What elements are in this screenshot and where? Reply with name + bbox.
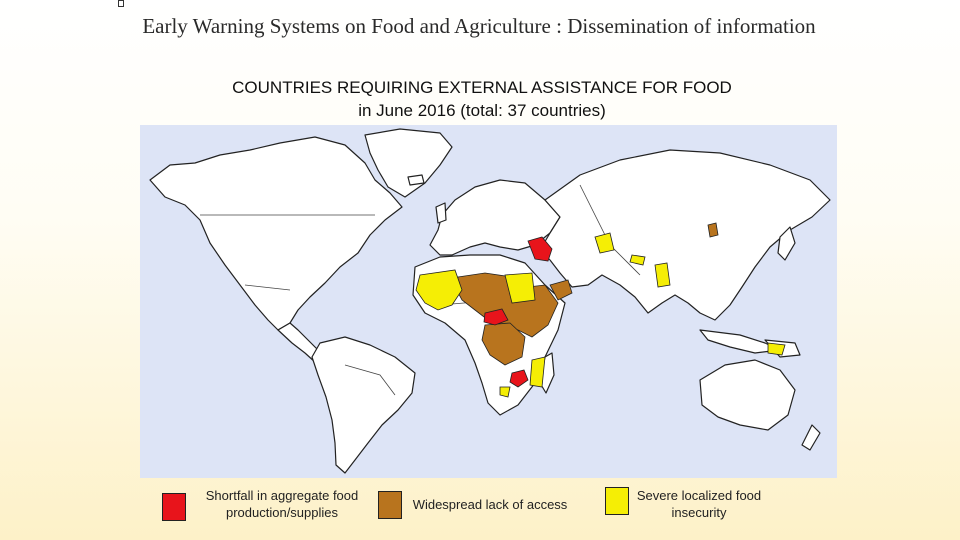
- south-america-border: [344, 364, 396, 396]
- localized-bangladesh-myanmar-region: [654, 262, 671, 288]
- widespread-central-africa-region: [481, 322, 526, 366]
- localized-southern-africa-region: [529, 356, 546, 388]
- indonesia-landmass: [699, 329, 781, 354]
- slide-marker: [118, 0, 124, 7]
- japan-landmass: [777, 226, 796, 261]
- shortfall-iraq-syria-region: [527, 236, 553, 262]
- legend-swatch-widespread: [378, 491, 402, 519]
- world-map-svg: [140, 125, 837, 478]
- us-mexico-border: [244, 284, 291, 291]
- iceland-landmass: [407, 174, 425, 186]
- localized-papua-region: [767, 342, 786, 356]
- shortfall-zimbabwe-region: [509, 369, 529, 388]
- world-map: [140, 125, 837, 478]
- legend-label-localized: Severe localized food insecurity: [636, 488, 762, 520]
- greenland-landmass: [364, 128, 453, 198]
- localized-swaziland-region: [499, 386, 511, 398]
- new-zealand-landmass: [801, 424, 821, 451]
- localized-sudan-region: [504, 272, 536, 304]
- legend-swatch-shortfall: [162, 493, 186, 521]
- localized-west-africa-region: [415, 269, 463, 311]
- map-heading-line2: in June 2016 (total: 37 countries): [358, 101, 606, 120]
- map-heading-line1: COUNTRIES REQUIRING EXTERNAL ASSISTANCE …: [232, 78, 732, 97]
- uk-landmass: [435, 202, 447, 224]
- slide-title: Early Warning Systems on Food and Agricu…: [142, 14, 816, 38]
- legend-item-localized: Severe localized food insecurity: [605, 485, 795, 525]
- legend-label-widespread: Widespread lack of access: [412, 497, 568, 512]
- shortfall-central-african-republic-region: [483, 308, 509, 326]
- asia-landmass: [539, 149, 831, 321]
- localized-afghanistan-region: [594, 232, 615, 254]
- legend-swatch-localized: [605, 487, 629, 515]
- australia-landmass: [699, 359, 796, 431]
- widespread-korea-region: [707, 222, 719, 238]
- legend-item-shortfall: Shortfall in aggregate food production/s…: [160, 485, 380, 525]
- map-heading: COUNTRIES REQUIRING EXTERNAL ASSISTANCE …: [182, 76, 782, 122]
- legend-label-shortfall: Shortfall in aggregate food production/s…: [205, 488, 359, 520]
- south-america-landmass: [311, 336, 416, 474]
- localized-nepal-region: [629, 254, 646, 266]
- widespread-yemen-region: [549, 279, 573, 301]
- legend-item-widespread: Widespread lack of access: [378, 485, 588, 525]
- north-america-landmass: [149, 136, 403, 331]
